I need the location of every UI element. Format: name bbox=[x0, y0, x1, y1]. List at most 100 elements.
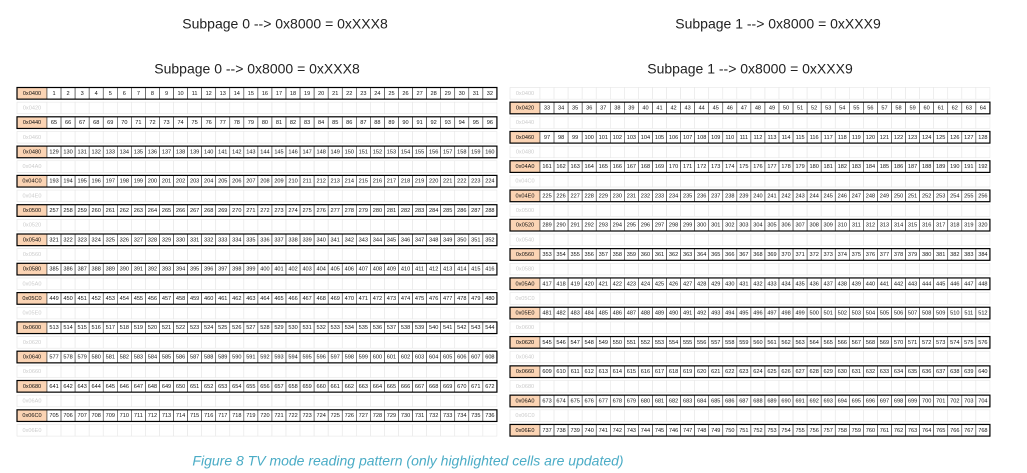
pixel-cell bbox=[933, 409, 949, 422]
pixel-cell bbox=[708, 409, 724, 422]
pixel-cell bbox=[131, 131, 146, 144]
pixel-number: 4 bbox=[95, 91, 98, 97]
pixel-cell bbox=[468, 394, 484, 408]
pixel-cell bbox=[229, 219, 245, 232]
pixel-number: 33 bbox=[544, 105, 550, 111]
pixel-number: 644 bbox=[92, 384, 101, 390]
pixel-cell bbox=[975, 292, 991, 305]
pixel-number: 236 bbox=[697, 193, 706, 199]
pixel-number: 64 bbox=[980, 105, 986, 111]
pixel-cell bbox=[313, 277, 329, 290]
pixel-number: 519 bbox=[134, 325, 143, 331]
pixel-cell bbox=[327, 131, 343, 144]
pixel-cell bbox=[299, 336, 315, 349]
pixel-number: 226 bbox=[556, 193, 565, 199]
pixel-number: 398 bbox=[232, 267, 241, 273]
pixel-cell bbox=[398, 160, 413, 173]
pixel-number: 346 bbox=[401, 237, 410, 243]
pixel-number: 723 bbox=[302, 413, 311, 419]
pixel-number: 293 bbox=[599, 223, 608, 229]
pixel-cell bbox=[74, 424, 90, 437]
pixel-cell bbox=[426, 306, 441, 320]
pixel-cell bbox=[285, 101, 301, 115]
pixel-cell bbox=[398, 248, 413, 261]
pixel-number: 706 bbox=[63, 413, 72, 419]
pixel-cell bbox=[764, 380, 780, 393]
pixel-number: 408 bbox=[373, 267, 382, 273]
pixel-number: 206 bbox=[232, 179, 241, 185]
pixel-number: 721 bbox=[274, 413, 283, 419]
pixel-number: 209 bbox=[274, 179, 283, 185]
pixel-number: 149 bbox=[331, 149, 340, 155]
pixel-cell bbox=[102, 365, 118, 378]
pixel-number: 283 bbox=[415, 208, 424, 214]
pixel-number: 735 bbox=[471, 413, 480, 419]
pixel-cell bbox=[708, 233, 724, 246]
pixel-cell bbox=[102, 306, 118, 320]
pixel-cell bbox=[694, 262, 710, 276]
pixel-cell bbox=[145, 306, 160, 320]
pixel-number: 566 bbox=[838, 340, 847, 346]
pixel-cell bbox=[299, 131, 315, 144]
pixel-cell bbox=[370, 424, 385, 437]
pixel-cell bbox=[933, 87, 949, 100]
pixel-cell bbox=[60, 160, 76, 173]
pixel-cell bbox=[877, 233, 892, 246]
pixel-number: 99 bbox=[572, 135, 578, 141]
pixel-number: 49 bbox=[769, 105, 775, 111]
pixel-cell bbox=[341, 219, 357, 232]
pixel-number: 437 bbox=[824, 281, 833, 287]
pixel-cell bbox=[187, 277, 202, 290]
pixel-cell bbox=[778, 350, 794, 364]
pixel-number: 588 bbox=[204, 355, 213, 361]
address-label: 0x0460 bbox=[516, 135, 534, 141]
pixel-cell bbox=[215, 365, 231, 378]
pixel-cell bbox=[482, 424, 498, 437]
pixel-cell bbox=[666, 233, 681, 246]
pixel-cell bbox=[806, 262, 822, 276]
pixel-cell bbox=[708, 350, 724, 364]
pixel-number: 193 bbox=[49, 179, 58, 185]
pixel-cell bbox=[539, 204, 555, 217]
pixel-number: 347 bbox=[415, 237, 424, 243]
pixel-cell bbox=[933, 262, 949, 276]
pixel-cell bbox=[722, 380, 738, 393]
pixel-number: 492 bbox=[697, 311, 706, 317]
pixel-number: 245 bbox=[824, 193, 833, 199]
pixel-number: 239 bbox=[739, 193, 748, 199]
pixel-cell bbox=[834, 233, 850, 246]
pixel-number: 59 bbox=[909, 105, 915, 111]
pixel-cell bbox=[327, 160, 343, 173]
pixel-cell bbox=[849, 321, 864, 334]
pixel-number: 286 bbox=[457, 208, 466, 214]
pixel-cell bbox=[74, 365, 90, 378]
pixel-cell bbox=[863, 233, 878, 246]
pixel-number: 618 bbox=[669, 369, 678, 375]
pixel-cell bbox=[919, 87, 934, 100]
pixel-number: 580 bbox=[92, 355, 101, 361]
pixel-number: 594 bbox=[288, 355, 297, 361]
pixel-number: 427 bbox=[683, 281, 692, 287]
pixel-number: 737 bbox=[542, 428, 551, 434]
pixel-number: 587 bbox=[190, 355, 199, 361]
pixel-cell bbox=[412, 101, 427, 115]
pixel-number: 431 bbox=[739, 281, 748, 287]
pixel-number: 362 bbox=[669, 252, 678, 258]
pixel-cell bbox=[46, 394, 62, 408]
pixel-cell bbox=[131, 219, 146, 232]
pixel-cell bbox=[624, 409, 639, 422]
pixel-number: 727 bbox=[359, 413, 368, 419]
pixel-cell bbox=[820, 116, 836, 129]
pixel-number: 621 bbox=[711, 369, 720, 375]
pixel-cell bbox=[722, 87, 738, 100]
pixel-cell bbox=[60, 394, 76, 408]
pixel-cell bbox=[341, 394, 357, 408]
pixel-cell bbox=[285, 424, 301, 437]
pixel-cell bbox=[187, 101, 202, 115]
pixel-number: 345 bbox=[387, 237, 396, 243]
pixel-number: 741 bbox=[599, 428, 608, 434]
pixel-cell bbox=[454, 101, 470, 115]
pixel-number: 48 bbox=[755, 105, 761, 111]
pixel-number: 229 bbox=[599, 193, 608, 199]
pixel-number: 636 bbox=[922, 369, 931, 375]
